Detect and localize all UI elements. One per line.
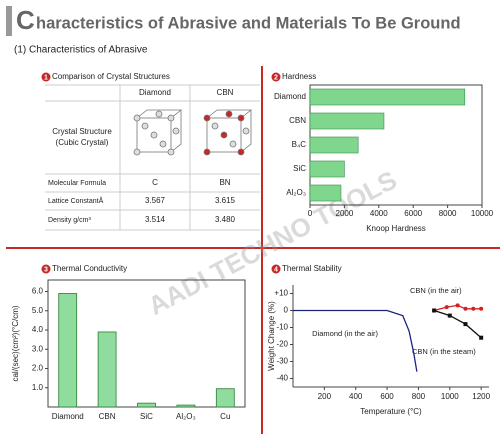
section-marker <box>41 72 51 82</box>
x-tick-label: 6000 <box>404 209 422 218</box>
cell: 3.514 <box>145 215 166 224</box>
point <box>479 306 484 311</box>
row-label: Density g/cm³ <box>48 217 91 224</box>
bar <box>215 388 235 408</box>
point <box>479 335 484 340</box>
series-label: Diamond (in the air) <box>312 329 378 338</box>
point <box>447 313 452 318</box>
bar <box>309 88 466 106</box>
y-axis-label: cal/(sec)(cm²)(°C/cm) <box>11 305 20 381</box>
y-tick-label: 1.0 <box>32 383 44 392</box>
x-tick-label: Cu <box>220 412 230 421</box>
row-label: (Cubic Crystal) <box>56 138 109 147</box>
point <box>463 306 468 311</box>
y-tick-label: Diamond <box>274 92 306 101</box>
section-marker <box>271 264 281 274</box>
cell: BN <box>219 178 230 187</box>
x-axis-label: Temperature (°C) <box>360 407 422 416</box>
x-tick-label: Al₂O₃ <box>176 412 196 421</box>
title-bar <box>6 6 12 36</box>
x-tick-label: 0 <box>308 209 313 218</box>
y-tick-label: -30 <box>276 357 288 366</box>
y-axis-label: Weight Change (%) <box>267 301 276 371</box>
cell: 3.480 <box>215 215 236 224</box>
point <box>444 305 449 310</box>
y-tick-label: -20 <box>276 340 288 349</box>
title-initial: C <box>16 5 35 35</box>
bar <box>309 160 345 178</box>
bar <box>309 112 385 130</box>
x-tick-label: 400 <box>349 392 363 401</box>
point <box>455 303 460 308</box>
section-number: 1 <box>44 74 48 81</box>
x-tick-label: CBN <box>99 412 116 421</box>
x-tick-label: 1200 <box>472 392 490 401</box>
section-title: Hardness <box>282 72 316 81</box>
x-tick-label: Diamond <box>52 412 84 421</box>
column-header: Diamond <box>139 88 171 97</box>
y-tick-label: 6.0 <box>32 287 44 296</box>
x-tick-label: 200 <box>318 392 332 401</box>
x-tick-label: 1000 <box>441 392 459 401</box>
y-tick-label: B₄C <box>292 140 307 149</box>
x-tick-label: 4000 <box>370 209 388 218</box>
y-tick-label: 3.0 <box>32 344 44 353</box>
bar <box>58 293 78 408</box>
cell: 3.615 <box>215 196 236 205</box>
bar <box>309 184 342 202</box>
line <box>293 309 418 372</box>
column-header: CBN <box>217 88 234 97</box>
series-label: CBN (in the air) <box>410 286 462 295</box>
y-tick-label: 4.0 <box>32 325 44 334</box>
crystal-diamond <box>133 109 183 156</box>
section-marker <box>271 72 281 82</box>
section-marker <box>41 264 51 274</box>
title: haracteristics of Abrasive and Materials… <box>36 14 461 32</box>
section-title: Comparison of Crystal Structures <box>52 72 170 81</box>
bar <box>176 404 196 408</box>
series-label: CBN (in the steam) <box>412 347 476 356</box>
x-tick-label: 800 <box>412 392 426 401</box>
watermark: AADI TECHNO TOOLS <box>143 164 402 320</box>
row-label: Lattice ConstantÅ <box>48 196 104 205</box>
bar <box>137 402 156 408</box>
point <box>432 308 437 313</box>
y-tick-label: -40 <box>276 374 288 383</box>
bar <box>97 331 117 408</box>
subtitle: (1) Characteristics of Abrasive <box>14 45 148 56</box>
section-title: Thermal Conductivity <box>52 264 127 273</box>
y-tick-label: SiC <box>293 164 306 173</box>
y-tick-label: 5.0 <box>32 306 44 315</box>
y-tick-label: 2.0 <box>32 364 44 373</box>
cell: C <box>152 178 158 187</box>
x-tick-label: 600 <box>380 392 394 401</box>
row-label: Crystal Structure <box>52 127 112 136</box>
row-label: Molecular Formula <box>48 180 106 187</box>
line <box>433 309 482 339</box>
section-number: 4 <box>274 266 278 273</box>
cell: 3.567 <box>145 196 166 205</box>
crystal-cbn <box>203 109 253 156</box>
y-tick-label: 0 <box>284 306 289 315</box>
x-tick-label: 2000 <box>336 209 354 218</box>
x-tick-label: SiC <box>140 412 153 421</box>
x-tick-label: 8000 <box>439 209 457 218</box>
section-number: 2 <box>274 74 278 81</box>
y-tick-label: Al₂O₃ <box>286 188 306 197</box>
y-tick-label: CBN <box>289 116 306 125</box>
x-tick-label: 10000 <box>471 209 494 218</box>
bar <box>309 136 359 154</box>
point <box>463 322 468 327</box>
y-tick-label: +10 <box>274 289 288 298</box>
section-number: 3 <box>44 266 48 273</box>
point <box>471 306 476 311</box>
section-title: Thermal Stability <box>282 264 342 273</box>
y-tick-label: -10 <box>276 323 288 332</box>
x-axis-label: Knoop Hardness <box>366 224 426 233</box>
